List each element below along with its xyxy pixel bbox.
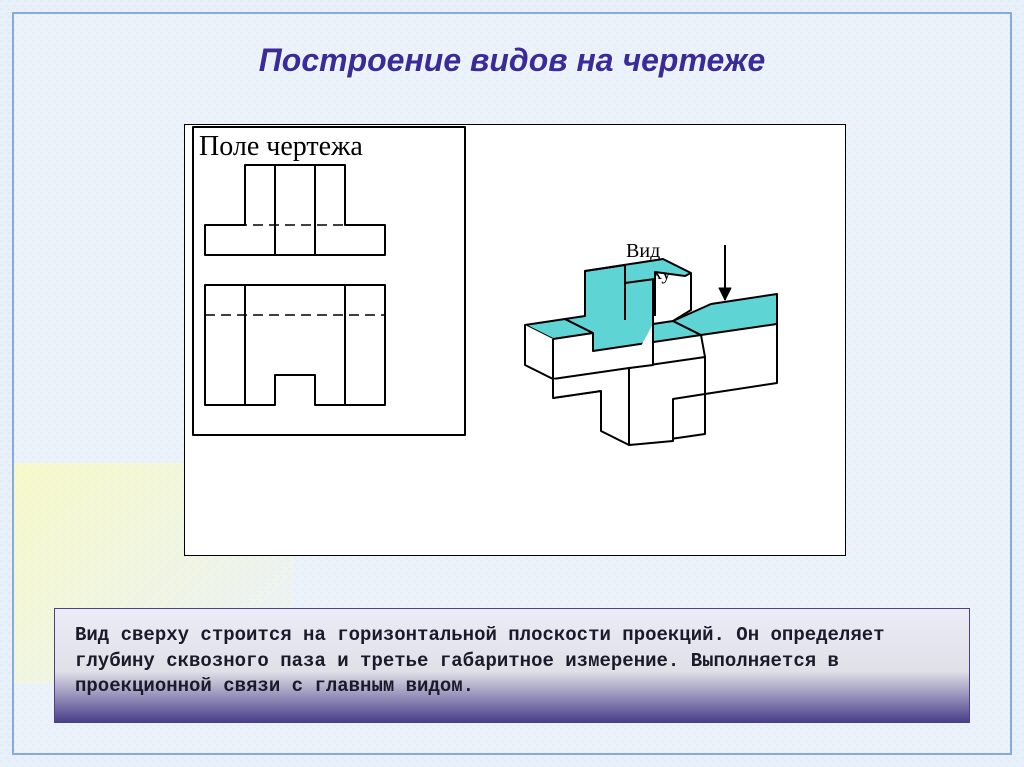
caption-text: Вид сверху строится на горизонтальной пл… <box>54 608 970 723</box>
drawing-figure: Поле чертежа Видсверху <box>184 124 846 556</box>
slide-title: Построение видов на чертеже <box>14 42 1010 79</box>
slide-frame: Построение видов на чертеже Поле чертежа… <box>12 12 1012 755</box>
technical-drawing-svg <box>185 125 845 555</box>
